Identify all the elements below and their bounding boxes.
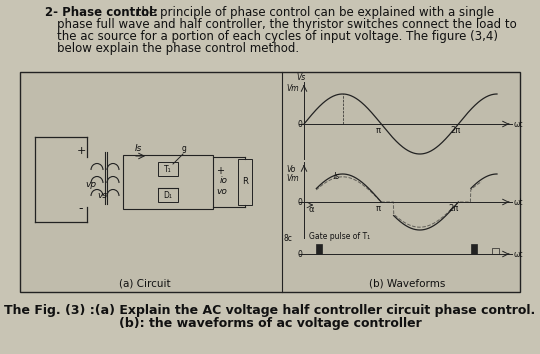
Text: 0: 0 xyxy=(298,120,303,129)
Text: T₁: T₁ xyxy=(164,165,172,173)
Bar xyxy=(492,247,499,254)
Text: ωt: ωt xyxy=(514,120,523,129)
Text: π: π xyxy=(376,204,381,213)
Text: 2π: 2π xyxy=(448,204,458,213)
Bar xyxy=(316,244,322,254)
Text: 0: 0 xyxy=(298,250,303,259)
Text: (b): the waveforms of ac voltage controller: (b): the waveforms of ac voltage control… xyxy=(119,317,421,330)
Bar xyxy=(471,244,477,254)
Text: vo: vo xyxy=(216,187,227,196)
Text: π: π xyxy=(376,126,381,135)
Text: 2- Phase control:: 2- Phase control: xyxy=(45,6,158,19)
Text: +: + xyxy=(76,146,86,156)
Text: below explain the phase control method.: below explain the phase control method. xyxy=(57,42,299,55)
Text: the principle of phase control can be explained with a single: the principle of phase control can be ex… xyxy=(133,6,494,19)
Bar xyxy=(158,162,178,176)
Bar xyxy=(158,188,178,202)
Text: 8c: 8c xyxy=(284,234,293,243)
Text: io: io xyxy=(220,176,228,185)
Text: Vs: Vs xyxy=(296,73,305,82)
Text: D₁: D₁ xyxy=(164,190,172,200)
Text: α: α xyxy=(308,205,314,214)
Text: +: + xyxy=(216,166,224,176)
Text: Vm: Vm xyxy=(286,174,299,183)
Text: Vm: Vm xyxy=(286,84,299,93)
Text: vp: vp xyxy=(85,180,96,189)
Bar xyxy=(20,72,520,292)
Text: the ac source for a portion of each cycles of input voltage. The figure (3,4): the ac source for a portion of each cycl… xyxy=(57,30,498,43)
Text: The Fig. (3) :(a) Explain the AC voltage half controller circuit phase control.: The Fig. (3) :(a) Explain the AC voltage… xyxy=(4,304,536,317)
Text: (a) Circuit: (a) Circuit xyxy=(119,278,171,288)
Text: (b) Waveforms: (b) Waveforms xyxy=(369,279,445,289)
Bar xyxy=(238,159,252,205)
Bar xyxy=(123,155,213,209)
Text: ωt: ωt xyxy=(514,250,523,259)
Text: ωt: ωt xyxy=(514,198,523,207)
Text: Is: Is xyxy=(334,172,341,181)
Text: Is: Is xyxy=(135,144,143,153)
Text: 2π: 2π xyxy=(450,126,461,135)
Text: R: R xyxy=(242,177,248,187)
Text: Gate pulse of T₁: Gate pulse of T₁ xyxy=(309,232,370,241)
Text: phase full wave and half controller, the thyristor switches connect the load to: phase full wave and half controller, the… xyxy=(57,18,517,31)
Text: g: g xyxy=(182,144,187,153)
Text: Vo: Vo xyxy=(286,165,295,174)
Text: -: - xyxy=(79,202,83,215)
Text: 0: 0 xyxy=(298,198,303,207)
Text: vs: vs xyxy=(97,191,107,200)
